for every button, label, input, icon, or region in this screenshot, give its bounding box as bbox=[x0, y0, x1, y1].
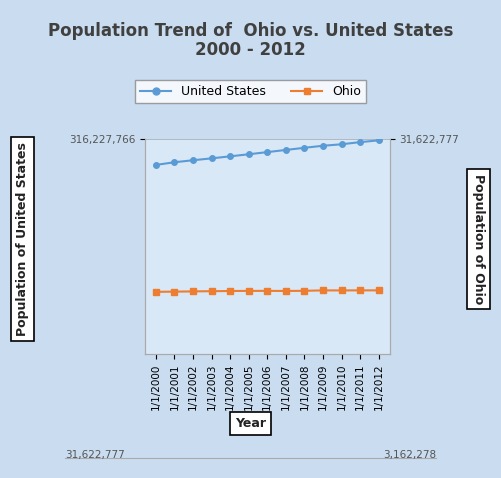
Ohio bbox=[171, 289, 177, 294]
Text: 3,162,278: 3,162,278 bbox=[383, 450, 436, 460]
Legend: United States, Ohio: United States, Ohio bbox=[135, 80, 366, 103]
Ohio bbox=[265, 288, 271, 294]
United States bbox=[376, 138, 382, 143]
United States bbox=[190, 157, 196, 163]
Text: Population of Ohio: Population of Ohio bbox=[472, 174, 485, 304]
Text: Year: Year bbox=[235, 416, 266, 430]
United States bbox=[245, 152, 252, 157]
Ohio bbox=[153, 289, 159, 294]
Text: 2000 - 2012: 2000 - 2012 bbox=[195, 41, 306, 59]
Ohio bbox=[245, 288, 252, 294]
United States bbox=[227, 153, 233, 159]
Ohio bbox=[339, 288, 345, 293]
United States bbox=[339, 141, 345, 147]
United States bbox=[153, 162, 159, 168]
Ohio bbox=[357, 287, 363, 293]
United States bbox=[283, 147, 289, 153]
Text: Population Trend of  Ohio vs. United States: Population Trend of Ohio vs. United Stat… bbox=[48, 22, 453, 40]
United States bbox=[320, 143, 326, 149]
Text: Population of United States: Population of United States bbox=[16, 142, 29, 336]
Ohio bbox=[320, 287, 326, 293]
United States bbox=[208, 155, 214, 161]
Ohio bbox=[208, 288, 214, 294]
Line: United States: United States bbox=[153, 138, 381, 168]
Ohio bbox=[227, 288, 233, 294]
Ohio bbox=[302, 288, 308, 293]
Ohio bbox=[376, 287, 382, 293]
United States bbox=[357, 139, 363, 145]
United States bbox=[302, 145, 308, 151]
Ohio bbox=[190, 289, 196, 294]
Text: 31,622,777: 31,622,777 bbox=[65, 450, 125, 460]
United States bbox=[171, 159, 177, 165]
United States bbox=[265, 149, 271, 155]
Ohio bbox=[283, 288, 289, 294]
Line: Ohio: Ohio bbox=[153, 288, 381, 294]
